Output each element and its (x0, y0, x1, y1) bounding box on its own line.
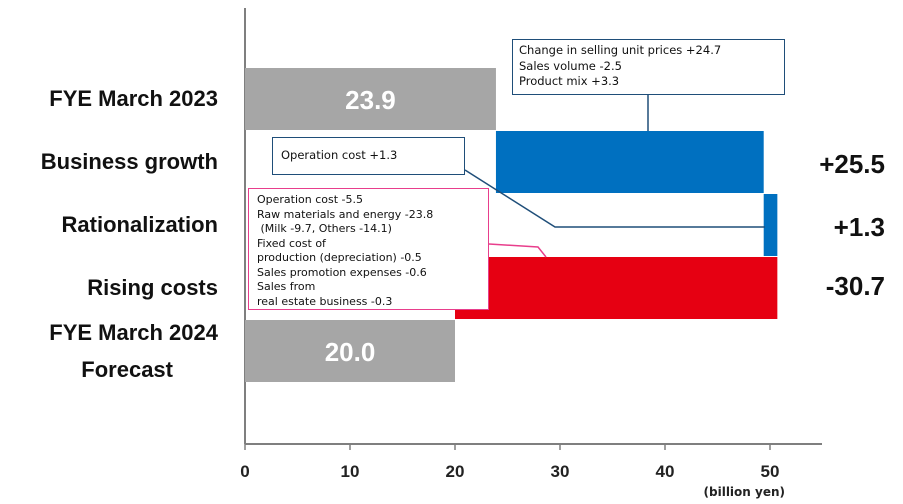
category-label-fye-2023: FYE March 2023 (49, 86, 218, 111)
data-label: 23.9 (345, 85, 396, 115)
callout-line: Raw materials and energy -23.8 (257, 207, 434, 221)
x-tick-label: 30 (551, 462, 570, 481)
callout-business-growth: Change in selling unit prices +24.7 Sale… (512, 39, 785, 95)
category-label-business-growth: Business growth (40, 149, 218, 174)
callout-line: real estate business -0.3 (257, 294, 393, 308)
data-label: +1.3 (834, 212, 885, 242)
callout-line: Sales volume -2.5 (519, 58, 622, 73)
unit-label: (billion yen) (704, 485, 785, 499)
category-label-fye-2024: FYE March 2024 (49, 320, 218, 345)
data-label: +25.5 (819, 149, 885, 179)
callout-rising-costs: Operation cost -5.5 Raw materials and en… (248, 188, 489, 310)
callout-line: Sales promotion expenses -0.6 (257, 265, 427, 279)
callout-line: Sales from (257, 280, 316, 293)
data-label: -30.7 (826, 271, 885, 301)
x-tick-label: 20 (446, 462, 465, 481)
category-label-rationalization: Rationalization (61, 212, 218, 237)
x-tick-label: 50 (761, 462, 780, 481)
x-tick-label: 0 (240, 462, 249, 481)
callout-line: Operation cost -5.5 (257, 193, 364, 206)
callout-line: (Milk -9.7, Others -14.1) (257, 222, 392, 235)
category-label-forecast: Forecast (81, 357, 173, 382)
bar (455, 257, 778, 319)
callout-connector-rationalization (464, 169, 765, 228)
callout-connector-rising-costs (488, 243, 547, 258)
callout-line: production (depreciation) -0.5 (257, 251, 422, 264)
category-label-rising-costs: Rising costs (87, 275, 218, 300)
callout-line: Operation cost +1.3 (281, 148, 398, 162)
x-tick-label: 10 (341, 462, 360, 481)
callout-rationalization: Operation cost +1.3 (272, 137, 465, 175)
bar (763, 194, 778, 256)
callout-line: Fixed cost of (257, 236, 326, 250)
bar (245, 320, 455, 382)
x-tick-label: 40 (656, 462, 675, 481)
callout-line: Change in selling unit prices +24.7 (519, 43, 722, 57)
data-label: 20.0 (325, 337, 376, 367)
bar (245, 68, 496, 130)
callout-line: Product mix +3.3 (519, 74, 620, 88)
bar (495, 131, 764, 193)
